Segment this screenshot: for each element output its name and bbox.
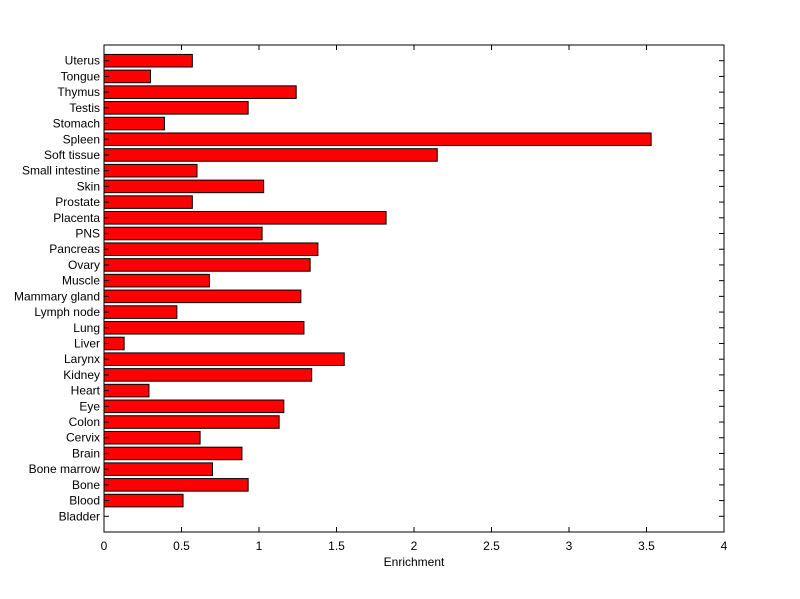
bar-soft-tissue bbox=[103, 148, 438, 162]
y-tick-label: Blood bbox=[69, 494, 100, 508]
x-tick-label: 2.5 bbox=[483, 539, 500, 553]
bar-uterus bbox=[103, 53, 193, 68]
bar-tongue bbox=[103, 69, 151, 84]
bar-mammary-gland bbox=[103, 289, 302, 304]
bars-group bbox=[103, 53, 652, 508]
x-tick-label: 0.5 bbox=[173, 539, 190, 553]
y-tick-label: Kidney bbox=[63, 368, 100, 382]
bar-larynx bbox=[103, 352, 345, 366]
y-tick-label: Bladder bbox=[59, 509, 100, 523]
bar-thymus bbox=[103, 85, 297, 99]
y-tick-label: Placenta bbox=[53, 211, 100, 225]
x-tick-label: 3.5 bbox=[638, 539, 655, 553]
y-tick-label: Pancreas bbox=[49, 242, 100, 256]
x-tick-label: 4 bbox=[721, 539, 728, 553]
y-tick-label: Skin bbox=[77, 179, 100, 193]
bar-cervix bbox=[103, 430, 201, 445]
y-tick-label: Cervix bbox=[66, 431, 100, 445]
y-tick-label: Uterus bbox=[65, 54, 100, 68]
x-tick-label: 2 bbox=[411, 539, 418, 553]
bar-ovary bbox=[103, 258, 311, 272]
y-tick-label: Brain bbox=[72, 446, 100, 460]
y-tick-label: Small intestine bbox=[22, 164, 100, 178]
bar-bone-marrow bbox=[103, 462, 213, 476]
bar-lung bbox=[103, 320, 305, 335]
plot-frame bbox=[103, 44, 725, 533]
bar-heart bbox=[103, 383, 150, 398]
bar-skin bbox=[103, 179, 265, 194]
bar-kidney bbox=[103, 368, 313, 382]
y-tick-label: Bone marrow bbox=[29, 462, 101, 476]
y-tick-label: Muscle bbox=[62, 274, 100, 288]
x-tick-label: 3 bbox=[566, 539, 573, 553]
bar-pancreas bbox=[103, 242, 319, 257]
bar-blood bbox=[103, 493, 184, 508]
y-tick-label: Bone bbox=[72, 478, 100, 492]
y-tick-label: Tongue bbox=[61, 69, 101, 83]
y-tick-label: Heart bbox=[71, 384, 101, 398]
x-axis-label: Enrichment bbox=[384, 555, 445, 569]
bar-colon bbox=[103, 415, 280, 429]
y-tick-label: Thymus bbox=[57, 85, 100, 99]
bar-lymph-node bbox=[103, 305, 178, 319]
y-tick-label: PNS bbox=[75, 227, 100, 241]
bar-small-intestine bbox=[103, 163, 198, 178]
bar-pns bbox=[103, 226, 263, 241]
y-tick-label: Colon bbox=[69, 415, 100, 429]
y-tick-label: Testis bbox=[69, 101, 100, 115]
y-tick-label: Prostate bbox=[55, 195, 100, 209]
bar-brain bbox=[103, 446, 243, 461]
x-tick-label: 0 bbox=[101, 539, 108, 553]
bar-eye bbox=[103, 399, 285, 414]
y-tick-label: Mammary gland bbox=[14, 289, 100, 303]
y-tick-label: Larynx bbox=[64, 352, 100, 366]
y-tick-label: Soft tissue bbox=[44, 148, 100, 162]
bar-placenta bbox=[103, 211, 387, 225]
bar-bone bbox=[103, 478, 249, 492]
x-tick-label: 1.5 bbox=[328, 539, 345, 553]
bar-stomach bbox=[103, 116, 165, 131]
y-tick-label: Stomach bbox=[53, 117, 100, 131]
y-tick-label: Lung bbox=[73, 321, 100, 335]
y-tick-label: Spleen bbox=[63, 132, 100, 146]
x-tick-label: 1 bbox=[256, 539, 263, 553]
bar-spleen bbox=[103, 132, 652, 147]
y-tick-label: Liver bbox=[74, 336, 100, 350]
bar-prostate bbox=[103, 195, 193, 209]
bar-muscle bbox=[103, 273, 210, 288]
bar-testis bbox=[103, 101, 249, 115]
y-tick-label: Lymph node bbox=[34, 305, 100, 319]
y-tick-label: Ovary bbox=[68, 258, 100, 272]
y-tick-label: Eye bbox=[79, 399, 100, 413]
